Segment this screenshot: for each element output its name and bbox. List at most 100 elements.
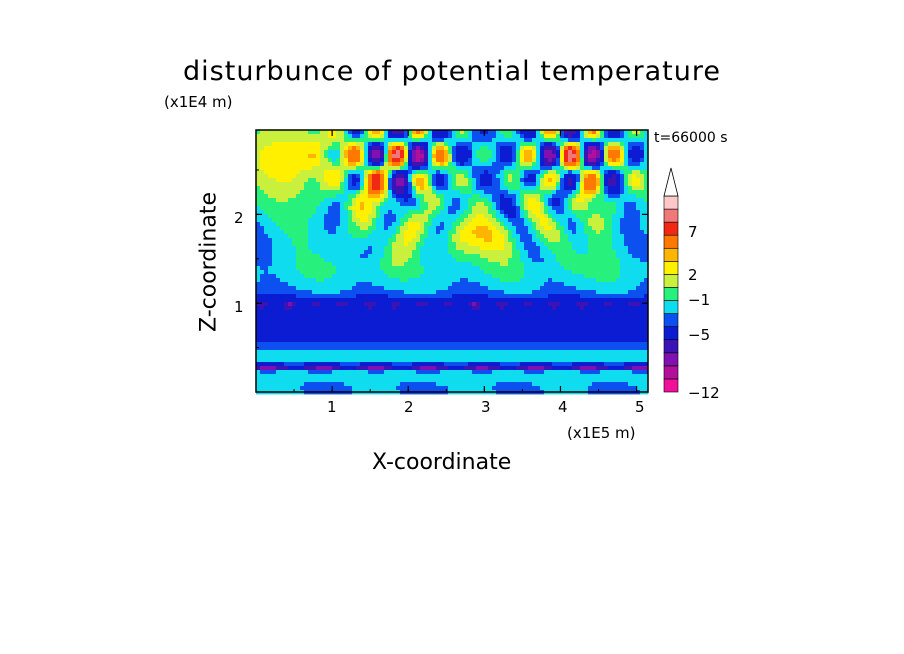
heatmap-cell [408, 298, 413, 303]
heatmap-cell [444, 266, 449, 271]
heatmap-cell [636, 194, 641, 199]
heatmap-cell [404, 242, 409, 247]
heatmap-cell [572, 150, 577, 155]
heatmap-cell [504, 174, 509, 179]
heatmap-cell [512, 302, 517, 307]
heatmap-cell [400, 170, 405, 175]
heatmap-cell [436, 266, 441, 271]
heatmap-cell [276, 222, 281, 227]
heatmap-cell [468, 190, 473, 195]
heatmap-cell [644, 158, 649, 163]
heatmap-cell [292, 210, 297, 215]
heatmap-cell [500, 298, 505, 303]
heatmap-cell [556, 134, 561, 139]
heatmap-cell [384, 302, 389, 307]
heatmap-cell [400, 226, 405, 231]
heatmap-cell [456, 238, 461, 243]
heatmap-cell [376, 190, 381, 195]
heatmap-cell [472, 254, 477, 259]
heatmap-cell [404, 258, 409, 263]
heatmap-cell [384, 314, 389, 319]
heatmap-cell [416, 234, 421, 239]
heatmap-cell [308, 330, 313, 335]
heatmap-cell [624, 130, 629, 135]
heatmap-cell [288, 318, 293, 323]
heatmap-cell [524, 250, 529, 255]
heatmap-cell [456, 226, 461, 231]
heatmap-cell [492, 250, 497, 255]
heatmap-cell [300, 158, 305, 163]
heatmap-cell [536, 214, 541, 219]
heatmap-cell [384, 330, 389, 335]
heatmap-cell [504, 146, 509, 151]
heatmap-cell [476, 262, 481, 267]
heatmap-cell [620, 158, 625, 163]
heatmap-cell [588, 158, 593, 163]
heatmap-cell [404, 222, 409, 227]
heatmap-cell [508, 178, 513, 183]
heatmap-cell [428, 322, 433, 327]
heatmap-cell [364, 210, 369, 215]
heatmap-cell [292, 154, 297, 159]
heatmap-cell [524, 202, 529, 207]
heatmap-cell [552, 298, 557, 303]
heatmap-cell [640, 250, 645, 255]
heatmap-cell [396, 210, 401, 215]
heatmap-cell [592, 162, 597, 167]
heatmap-cell [300, 210, 305, 215]
heatmap-cell [428, 242, 433, 247]
heatmap-cell [420, 198, 425, 203]
heatmap-cell [364, 138, 369, 143]
heatmap-cell [272, 238, 277, 243]
heatmap-cell [456, 142, 461, 147]
heatmap-cell [464, 218, 469, 223]
heatmap-cell [336, 246, 341, 251]
heatmap-cell [264, 162, 269, 167]
heatmap-cell [448, 290, 453, 295]
heatmap-cell [340, 322, 345, 327]
heatmap-cell [404, 306, 409, 311]
heatmap-cell [600, 150, 605, 155]
heatmap-cell [452, 206, 457, 211]
heatmap-cell [460, 282, 465, 287]
heatmap-cell [288, 306, 293, 311]
heatmap-cell [324, 238, 329, 243]
heatmap-cell [360, 214, 365, 219]
heatmap-cell [272, 286, 277, 291]
heatmap-cell [568, 258, 573, 263]
heatmap-cell [628, 170, 633, 175]
heatmap-cell [616, 186, 621, 191]
heatmap-cell [628, 266, 633, 271]
heatmap-cell [500, 266, 505, 271]
heatmap-cell [448, 274, 453, 279]
heatmap-cell [396, 270, 401, 275]
heatmap-cell [384, 266, 389, 271]
heatmap-cell [448, 310, 453, 315]
heatmap-cell [388, 234, 393, 239]
heatmap-cell [336, 162, 341, 167]
heatmap-cell [328, 130, 333, 135]
heatmap-cell [284, 170, 289, 175]
heatmap-cell [484, 214, 489, 219]
heatmap-cell [436, 182, 441, 187]
heatmap-cell [376, 158, 381, 163]
heatmap-cell [320, 154, 325, 159]
heatmap-cell [608, 210, 613, 215]
heatmap-cell [260, 246, 265, 251]
heatmap-cell [428, 134, 433, 139]
heatmap-cell [624, 314, 629, 319]
heatmap-cell [604, 270, 609, 275]
heatmap-cell [404, 130, 409, 135]
heatmap-cell [432, 282, 437, 287]
heatmap-cell [256, 182, 261, 187]
heatmap-cell [324, 294, 329, 299]
heatmap-cell [432, 138, 437, 143]
heatmap-cell [612, 238, 617, 243]
heatmap-cell [564, 186, 569, 191]
heatmap-cell [496, 262, 501, 267]
heatmap-cell [392, 206, 397, 211]
heatmap-cell [280, 286, 285, 291]
heatmap-cell [468, 286, 473, 291]
heatmap-cell [264, 254, 269, 259]
heatmap-cell [592, 282, 597, 287]
